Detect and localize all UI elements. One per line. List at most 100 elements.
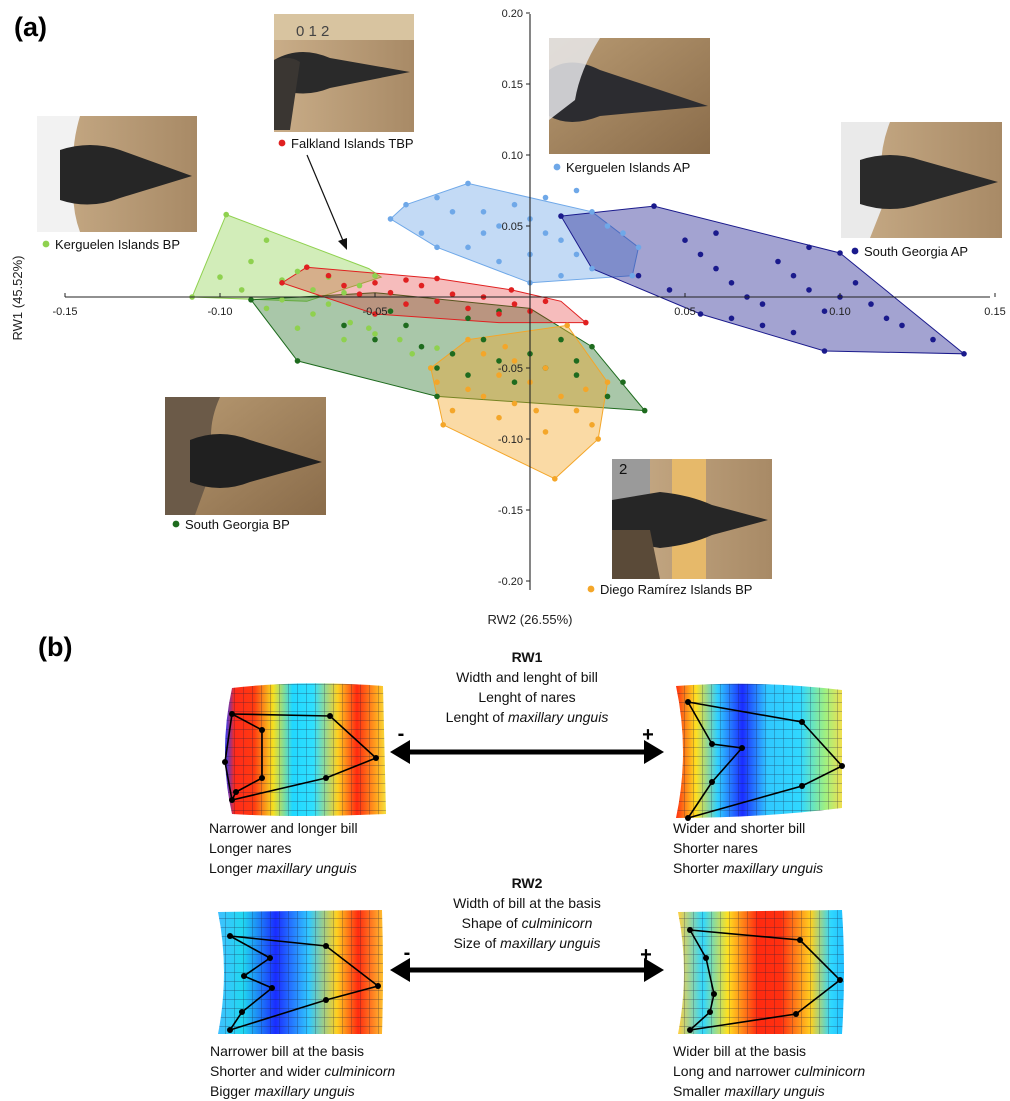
point-south-georgia-bp: [372, 336, 378, 343]
point-diego-ram-rez-islands-bp: [496, 414, 502, 421]
point-kerguelen-islands-ap: [387, 216, 394, 222]
point-south-georgia-ap: [728, 280, 735, 286]
point-south-georgia-bp: [496, 358, 502, 364]
y-tick-label: 0.15: [502, 79, 523, 91]
point-falkland-islands-tbp: [434, 298, 440, 305]
point-south-georgia-ap: [806, 287, 812, 293]
point-kerguelen-islands-ap: [480, 230, 487, 236]
point-kerguelen-islands-bp: [238, 287, 245, 293]
point-kerguelen-islands-bp: [341, 336, 347, 343]
point-falkland-islands-tbp: [583, 319, 589, 326]
rw1-negative-deformation-grid: [222, 683, 386, 816]
point-south-georgia-ap: [790, 329, 797, 336]
point-diego-ram-rez-islands-bp: [583, 386, 589, 393]
point-kerguelen-islands-bp: [310, 311, 316, 317]
rw2-arrow: [390, 958, 664, 982]
legend-label-diego: Diego Ramírez Islands BP: [600, 582, 752, 597]
y-tick-label: -0.20: [498, 576, 523, 588]
legend-dot-kerguelen-ap: [553, 163, 561, 171]
point-diego-ram-rez-islands-bp: [595, 436, 601, 442]
rw1-positive-deformation-grid: [676, 683, 845, 821]
legend-label-kerguelen-ap: Kerguelen Islands AP: [566, 160, 690, 175]
point-kerguelen-islands-bp: [366, 325, 372, 332]
panel-b-label: (b): [38, 632, 72, 662]
hull-kerguelen-islands-bp: [191, 213, 383, 302]
point-kerguelen-islands-ap: [558, 272, 564, 279]
point-falkland-islands-tbp: [496, 311, 502, 317]
point-kerguelen-islands-bp: [325, 301, 332, 307]
point-south-georgia-bp: [403, 322, 409, 329]
point-kerguelen-islands-bp: [223, 211, 229, 218]
point-kerguelen-islands-ap: [418, 230, 425, 236]
point-falkland-islands-tbp: [279, 280, 285, 286]
point-diego-ram-rez-islands-bp: [480, 351, 487, 357]
point-south-georgia-ap: [635, 272, 642, 279]
point-south-georgia-bp: [341, 322, 347, 329]
point-south-georgia-bp: [573, 358, 580, 364]
rw1-right-desc-1: Wider and shorter bill: [673, 820, 805, 836]
point-kerguelen-islands-bp: [397, 336, 403, 343]
point-south-georgia-bp: [465, 315, 471, 322]
point-falkland-islands-tbp: [403, 277, 409, 283]
point-diego-ram-rez-islands-bp: [564, 322, 570, 329]
point-south-georgia-bp: [480, 336, 487, 343]
point-kerguelen-islands-bp: [434, 345, 440, 351]
x-tick-group: -0.15 -0.10 -0.05 0.05 0.10 0.15: [52, 293, 1006, 318]
point-kerguelen-islands-ap: [573, 187, 580, 194]
point-kerguelen-islands-bp: [409, 351, 416, 357]
legend-dot-south-georgia-ap: [851, 247, 859, 255]
x-tick-label: 0.15: [984, 306, 1005, 318]
point-kerguelen-islands-ap: [403, 201, 409, 208]
rw1-line-1: Width and lenght of bill: [456, 669, 598, 685]
point-south-georgia-ap: [961, 351, 967, 357]
point-diego-ram-rez-islands-bp: [542, 429, 549, 435]
point-diego-ram-rez-islands-bp: [440, 422, 447, 428]
rw2-left-desc-3: Bigger maxillary unguis: [210, 1083, 355, 1099]
point-diego-ram-rez-islands-bp: [542, 365, 549, 371]
legend-label-falkland: Falkland Islands TBP: [291, 136, 414, 151]
y-tick-group: 0.20 0.15 0.10 0.05 -0.05 -0.10 -0.15 -0.20: [498, 8, 530, 588]
point-kerguelen-islands-bp: [310, 287, 316, 293]
rw2-left-desc-2: Shorter and wider culminicorn: [210, 1063, 395, 1079]
photo-diego: 2: [612, 459, 772, 579]
rw2-right-desc-1: Wider bill at the basis: [673, 1043, 806, 1059]
legend-dot-falkland: [278, 139, 286, 147]
point-south-georgia-bp: [641, 407, 648, 414]
point-diego-ram-rez-islands-bp: [558, 393, 564, 400]
point-kerguelen-islands-bp: [294, 268, 301, 275]
point-south-georgia-ap: [697, 251, 704, 258]
y-tick-label: -0.15: [498, 505, 523, 517]
y-axis-label: RW1 (45.52%): [10, 255, 25, 340]
panel-a-label: (a): [14, 12, 47, 42]
point-kerguelen-islands-ap: [589, 265, 595, 272]
rw1-left-desc-1: Narrower and longer bill: [209, 820, 358, 836]
point-kerguelen-islands-ap: [542, 230, 549, 236]
point-south-georgia-bp: [604, 393, 611, 400]
point-south-georgia-ap: [759, 322, 766, 329]
point-falkland-islands-tbp: [387, 289, 394, 296]
point-diego-ram-rez-islands-bp: [511, 358, 518, 364]
point-falkland-islands-tbp: [434, 275, 440, 282]
y-tick-label: -0.05: [498, 363, 523, 375]
rw1-right-desc-3: Shorter maxillary unguis: [673, 860, 823, 876]
x-tick-label: 0.05: [674, 306, 695, 318]
point-kerguelen-islands-ap: [496, 223, 502, 229]
falkland-pointer-head: [338, 238, 347, 250]
rw2-title: RW2: [512, 875, 543, 891]
legend-label-kerguelen-bp: Kerguelen Islands BP: [55, 237, 180, 252]
point-south-georgia-ap: [899, 322, 905, 329]
rw1-left-desc-2: Longer nares: [209, 840, 292, 856]
point-kerguelen-islands-ap: [604, 223, 611, 229]
point-kerguelen-islands-bp: [279, 297, 285, 303]
point-kerguelen-islands-ap: [465, 180, 471, 187]
point-kerguelen-islands-ap: [542, 194, 549, 201]
point-kerguelen-islands-bp: [372, 331, 378, 337]
point-south-georgia-bp: [589, 343, 595, 350]
point-diego-ram-rez-islands-bp: [480, 393, 487, 400]
point-kerguelen-islands-ap: [465, 244, 471, 251]
point-kerguelen-islands-bp: [356, 282, 363, 289]
point-south-georgia-bp: [511, 379, 518, 386]
rw2-plus: +: [640, 944, 652, 966]
x-tick-label: -0.05: [362, 306, 387, 318]
point-kerguelen-islands-ap: [511, 201, 518, 208]
